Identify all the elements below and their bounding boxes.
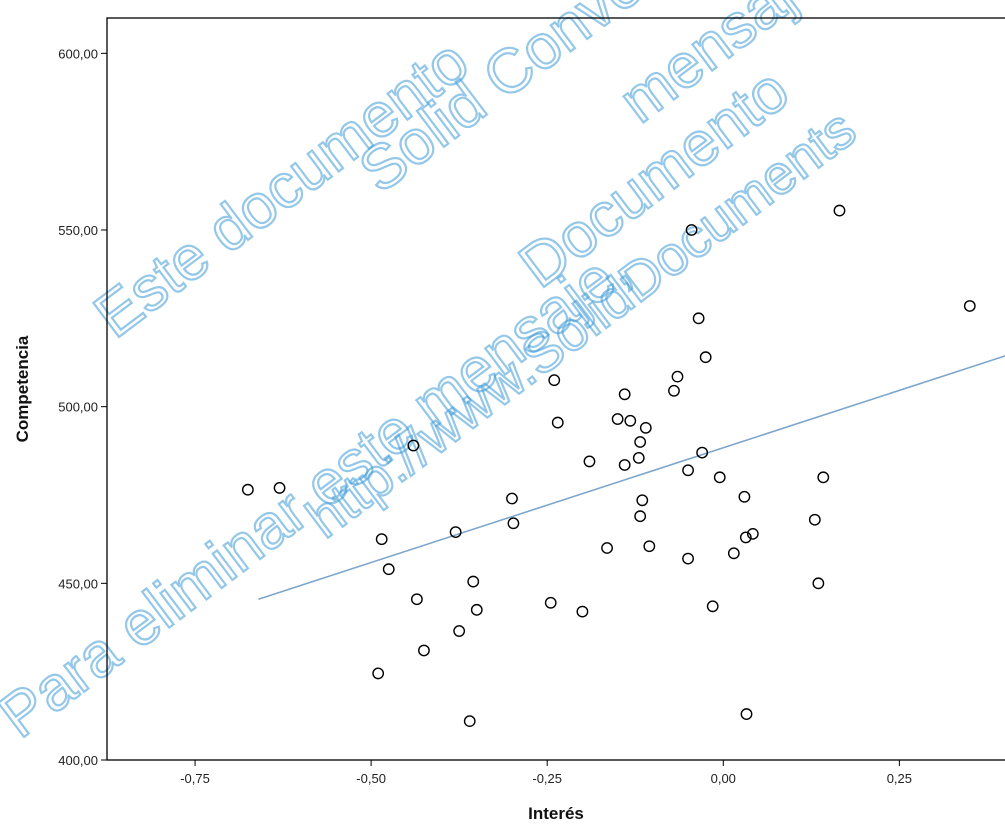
data-point	[671, 370, 684, 383]
x-axis-title: Interés	[528, 804, 584, 823]
data-point	[639, 421, 652, 434]
data-point	[692, 312, 705, 325]
data-point	[507, 517, 520, 530]
data-point	[746, 527, 759, 540]
x-axis-ticks: -0,75 -0,50 -0,25 0,00 0,25	[180, 760, 912, 786]
data-point	[410, 593, 423, 606]
data-point	[576, 605, 589, 618]
data-point	[418, 644, 430, 657]
data-point	[817, 471, 830, 484]
y-axis-title: Competencia	[13, 335, 32, 442]
data-point	[618, 459, 631, 471]
plot-frame	[106, 17, 1005, 761]
data-point	[375, 533, 388, 546]
watermark-text: Este documento	[82, 26, 481, 351]
plot-area-border	[106, 17, 1005, 761]
x-tick-label: 0,00	[711, 771, 736, 786]
data-point	[740, 708, 753, 720]
data-point	[583, 455, 596, 468]
x-tick-label: 0,25	[887, 771, 912, 786]
data-point	[601, 542, 613, 554]
data-point	[449, 526, 462, 538]
data-point	[632, 451, 645, 464]
data-point	[241, 483, 254, 496]
data-point	[685, 224, 698, 236]
data-point	[551, 416, 564, 429]
data-point	[706, 600, 719, 613]
data-point	[453, 625, 466, 637]
y-tick-label: 450,00	[58, 576, 98, 591]
y-tick-label: 500,00	[58, 400, 98, 415]
data-point	[407, 439, 420, 452]
data-point	[634, 436, 647, 448]
data-point	[963, 300, 976, 312]
data-point	[738, 490, 751, 503]
y-tick-label: 400,00	[58, 753, 98, 768]
data-point	[618, 388, 631, 401]
data-point	[812, 577, 825, 590]
y-axis-ticks: 400,00 450,00 500,00 550,00 600,00	[58, 46, 107, 768]
data-point	[624, 414, 637, 427]
data-point	[699, 351, 712, 364]
data-point	[273, 482, 286, 494]
y-tick-label: 550,00	[58, 223, 98, 238]
data-point	[470, 603, 483, 616]
data-point	[382, 563, 395, 576]
data-point	[544, 596, 557, 609]
data-point	[808, 513, 821, 526]
data-point	[682, 464, 694, 477]
data-point	[467, 575, 480, 588]
data-point	[696, 446, 709, 459]
x-tick-label: -0,50	[356, 771, 386, 786]
data-point	[727, 547, 740, 560]
data-point	[636, 494, 649, 507]
data-point	[611, 413, 624, 425]
data-point	[739, 531, 752, 544]
y-tick-label: 600,00	[58, 46, 98, 61]
data-point	[668, 384, 680, 397]
data-points	[241, 204, 976, 728]
x-tick-label: -0,25	[532, 771, 562, 786]
data-point	[643, 540, 656, 553]
data-point	[833, 204, 846, 217]
data-point	[682, 552, 694, 565]
data-point	[463, 715, 476, 728]
x-tick-label: -0,75	[180, 771, 210, 786]
fit-line	[258, 355, 1005, 600]
data-point	[713, 471, 726, 484]
data-point	[372, 667, 385, 680]
data-point	[506, 492, 518, 505]
data-point	[548, 374, 561, 387]
data-point	[634, 510, 647, 523]
